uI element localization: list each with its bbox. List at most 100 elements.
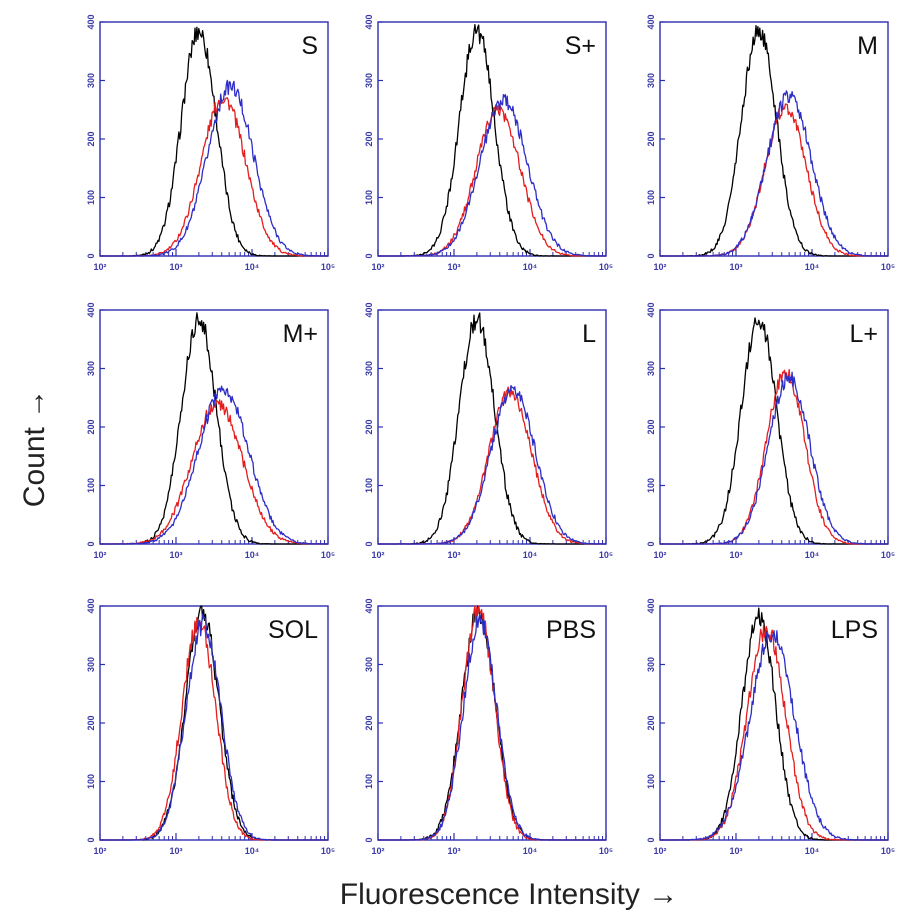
x-tick-label: 10⁴ [245,262,259,272]
x-tick-label: 10³ [169,262,182,272]
y-tick-label: 100 [646,190,656,205]
x-tick-label: 10⁴ [805,846,819,856]
histogram-series-2 [660,624,888,841]
y-tick-label: 0 [646,837,656,842]
histogram-series-2 [100,97,328,257]
histogram-series-1 [378,24,606,257]
histogram-series-3 [100,79,329,257]
x-tick-label: 10⁵ [881,262,895,272]
histogram-series-2 [100,617,328,841]
y-tick-label: 400 [364,14,374,29]
y-tick-label: 200 [364,131,374,146]
x-tick-label: 10⁴ [805,550,819,560]
histogram-series-1 [660,317,888,545]
panel-pbs: 10² 10³ 10⁴ 10⁵ 0 100 200 300 400 PBS [364,598,613,856]
y-tick-label: 0 [646,541,656,546]
histogram-series-2 [660,368,888,545]
y-tick-label: 0 [646,253,656,258]
histogram-series-1 [378,312,606,545]
histogram-series-3 [378,93,606,257]
y-tick-label: 300 [646,73,656,88]
x-tick-label: 10⁵ [599,846,613,856]
panel-label: LPS [831,616,878,644]
y-tick-label: 100 [364,190,374,205]
panel-label: L+ [849,320,878,348]
panel-m: 10² 10³ 10⁴ 10⁵ 0 100 200 300 400 M [646,14,895,272]
y-tick-label: 300 [86,361,96,376]
x-tick-label: 10² [371,846,384,856]
x-axis-title: Fluorescence Intensity → [340,878,678,911]
x-tick-label: 10⁴ [245,846,259,856]
x-tick-label: 10³ [729,550,742,560]
histogram-series-2 [100,399,328,545]
y-tick-label: 100 [86,478,96,493]
histogram-series-3 [100,613,328,841]
y-tick-label: 300 [364,361,374,376]
histogram-series-3 [660,90,888,257]
x-tick-label: 10⁵ [599,550,613,560]
panel-lps: 10² 10³ 10⁴ 10⁵ 0 100 200 300 400 LPS [646,598,895,856]
y-tick-label: 200 [646,419,656,434]
histogram-panels: 10² 10³ 10⁴ 10⁵ 0 100 200 300 400 S 10² 10³ 10⁴ 10⁵ 0 1… [86,14,895,856]
y-tick-label: 100 [86,774,96,789]
y-tick-label: 400 [86,302,96,317]
y-tick-label: 0 [364,253,374,258]
y-axis-title: Count → [18,389,51,507]
y-tick-label: 300 [364,657,374,672]
x-tick-label: 10² [93,846,106,856]
histogram-series-3 [378,385,606,545]
plot-frame [659,21,889,257]
x-tick-label: 10⁵ [321,550,335,560]
y-tick-label: 400 [364,598,374,613]
x-tick-label: 10⁵ [881,846,895,856]
histogram-series-3 [100,385,329,545]
histogram-series-3 [660,630,888,841]
x-tick-label: 10⁵ [321,262,335,272]
panel-label: L [582,320,596,348]
x-tick-label: 10⁵ [599,262,613,272]
y-tick-label: 100 [364,774,374,789]
x-tick-label: 10⁴ [523,550,537,560]
x-tick-label: 10² [93,262,106,272]
x-tick-label: 10² [653,550,666,560]
panel-m-plus: 10² 10³ 10⁴ 10⁵ 0 100 200 300 400 M+ [86,302,335,560]
x-tick-label: 10² [93,550,106,560]
panel-label: M [857,32,878,60]
panel-s-plus: 10² 10³ 10⁴ 10⁵ 0 100 200 300 400 S+ [364,14,613,272]
x-tick-label: 10⁵ [881,550,895,560]
y-tick-label: 400 [364,302,374,317]
histogram-series-1 [100,26,328,257]
x-tick-label: 10³ [447,550,460,560]
histogram-series-3 [660,371,888,545]
panel-label: S [301,32,318,60]
x-tick-label: 10⁴ [245,550,259,560]
panel-label: M+ [283,320,318,348]
histogram-series-3 [378,613,606,841]
x-tick-label: 10³ [169,550,182,560]
y-tick-label: 200 [86,131,96,146]
x-tick-label: 10² [653,846,666,856]
plot-frame [377,309,607,545]
panel-label: S+ [565,32,596,60]
panel-l-plus: 10² 10³ 10⁴ 10⁵ 0 100 200 300 400 L+ [646,302,895,560]
y-tick-label: 100 [646,478,656,493]
y-tick-label: 0 [86,837,96,842]
x-tick-label: 10² [653,262,666,272]
y-tick-label: 400 [86,598,96,613]
panel-label: SOL [268,616,318,644]
x-tick-label: 10⁵ [321,846,335,856]
y-tick-label: 400 [646,598,656,613]
x-tick-label: 10² [371,550,384,560]
panel-label: PBS [546,616,596,644]
histogram-series-2 [378,104,606,257]
y-tick-label: 300 [86,73,96,88]
x-tick-label: 10⁴ [805,262,819,272]
x-tick-label: 10⁴ [523,846,537,856]
histogram-series-1 [660,25,888,257]
y-tick-label: 400 [646,14,656,29]
x-tick-label: 10³ [447,846,460,856]
panel-l: 10² 10³ 10⁴ 10⁵ 0 100 200 300 400 L [364,302,613,560]
plot-frame [99,21,329,257]
x-tick-label: 10³ [729,262,742,272]
